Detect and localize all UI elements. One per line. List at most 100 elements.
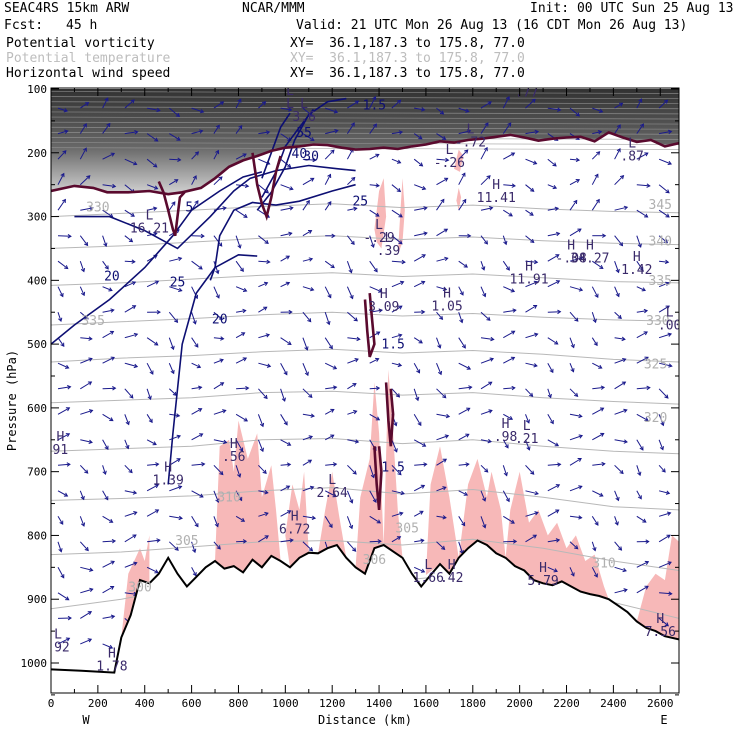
wind-vector bbox=[391, 260, 405, 263]
wind-vector bbox=[57, 130, 68, 135]
wind-vector bbox=[369, 123, 377, 134]
wind-vector bbox=[503, 515, 515, 524]
wind-vector-head bbox=[375, 357, 380, 362]
wind-vector-head bbox=[423, 231, 428, 236]
wind-vector bbox=[458, 490, 468, 496]
wind-vector-head bbox=[641, 287, 646, 292]
theta-contour-335 bbox=[51, 272, 679, 286]
wind-vector-head bbox=[421, 107, 426, 112]
theta-label: 320 bbox=[644, 411, 667, 426]
wind-vector bbox=[592, 463, 605, 466]
wind-vector bbox=[502, 122, 512, 134]
wind-vector-head bbox=[192, 175, 197, 180]
wind-vector-head bbox=[570, 343, 575, 349]
x-tick-label: 2200 bbox=[553, 697, 580, 710]
wind-vector bbox=[614, 235, 623, 246]
wind-vector-head bbox=[199, 129, 204, 134]
wind-vector bbox=[592, 407, 604, 415]
wind-vector bbox=[124, 281, 136, 288]
x-tick-label: 1400 bbox=[366, 697, 393, 710]
wind-vector bbox=[79, 235, 88, 246]
wind-vector-head bbox=[109, 518, 114, 523]
wind-vector-head bbox=[398, 240, 403, 245]
extremum-marker: LL bbox=[286, 88, 294, 112]
wind-vector bbox=[525, 209, 534, 216]
wind-vector bbox=[235, 98, 242, 109]
wind-vector bbox=[413, 254, 426, 262]
wind-speed-label: 20 bbox=[104, 269, 120, 284]
wind-vector-head bbox=[263, 281, 269, 286]
wind-vector-head bbox=[398, 305, 403, 310]
wind-vector-head bbox=[557, 309, 562, 315]
wind-vector-head bbox=[464, 149, 469, 154]
wind-vector bbox=[124, 305, 136, 313]
wind-vector-head bbox=[112, 386, 117, 391]
wind-vector bbox=[569, 363, 574, 372]
wind-vector bbox=[436, 388, 447, 399]
wind-vector-head bbox=[155, 462, 160, 467]
wind-vector bbox=[302, 133, 315, 141]
wind-vector-head bbox=[442, 458, 448, 463]
extremum-value: 2.64 bbox=[317, 486, 348, 501]
wind-vector bbox=[569, 515, 582, 519]
x-tick-label: 400 bbox=[135, 697, 155, 710]
wind-vector-head bbox=[375, 183, 380, 188]
wind-vector-head bbox=[666, 534, 671, 539]
wind-vector bbox=[436, 177, 448, 186]
wind-vector bbox=[347, 464, 357, 475]
wind-vector-head bbox=[330, 149, 335, 154]
wind-vector bbox=[191, 337, 199, 348]
theta-contour-325 bbox=[51, 348, 679, 363]
wind-vector bbox=[102, 586, 114, 594]
wind-vector-head bbox=[222, 206, 227, 211]
wind-vector bbox=[658, 388, 669, 399]
wind-vector bbox=[658, 282, 669, 288]
wind-vector bbox=[302, 177, 314, 186]
wind-vector bbox=[168, 311, 178, 323]
wind-vector bbox=[569, 158, 580, 161]
wind-vector-head bbox=[132, 490, 138, 495]
wind-vector-head bbox=[444, 256, 449, 262]
wind-vector bbox=[458, 107, 469, 113]
wind-vector-head bbox=[304, 371, 309, 377]
wind-vector-head bbox=[86, 175, 91, 180]
wind-vector bbox=[569, 228, 582, 237]
wind-vector-head bbox=[264, 189, 270, 194]
extremum-marker: H1.39 bbox=[153, 460, 184, 488]
wind-vector-head bbox=[619, 174, 625, 180]
wind-vector-head bbox=[667, 561, 672, 566]
wind-vector bbox=[280, 414, 288, 426]
wind-vector-head bbox=[503, 472, 508, 477]
wind-vector-head bbox=[219, 382, 225, 387]
wind-vector-head bbox=[482, 524, 487, 529]
wind-vector-head bbox=[490, 336, 495, 342]
wind-vector bbox=[503, 286, 515, 292]
wind-vector bbox=[480, 207, 493, 211]
wind-vector bbox=[346, 122, 355, 134]
wind-vector-head bbox=[132, 305, 137, 310]
wind-vector-head bbox=[65, 637, 71, 642]
extremum-type: H bbox=[586, 238, 594, 253]
wind-vector-head bbox=[600, 432, 605, 437]
wind-vector bbox=[614, 358, 626, 364]
wind-vector-head bbox=[109, 330, 115, 335]
wind-vector bbox=[80, 409, 93, 415]
wind-vector-head bbox=[176, 458, 181, 463]
wind-vector-head bbox=[555, 280, 561, 285]
wind-vector-head bbox=[376, 519, 382, 524]
wind-vector bbox=[369, 515, 381, 524]
wind-vector-head bbox=[375, 386, 381, 391]
wind-vector-head bbox=[84, 102, 90, 107]
wind-vector-head bbox=[484, 240, 488, 245]
wind-vector-head bbox=[619, 242, 624, 247]
wind-vector-head bbox=[555, 509, 560, 514]
wind-vector bbox=[525, 490, 539, 495]
cloud-fill bbox=[454, 149, 464, 172]
wind-vector bbox=[169, 158, 181, 161]
y-tick-label: 400 bbox=[27, 274, 47, 287]
extremum-marker: L.39 bbox=[377, 231, 400, 259]
wind-vector-head bbox=[442, 515, 447, 520]
wind-vector bbox=[525, 98, 536, 109]
wind-vector bbox=[147, 539, 160, 543]
wind-vector bbox=[57, 337, 65, 347]
